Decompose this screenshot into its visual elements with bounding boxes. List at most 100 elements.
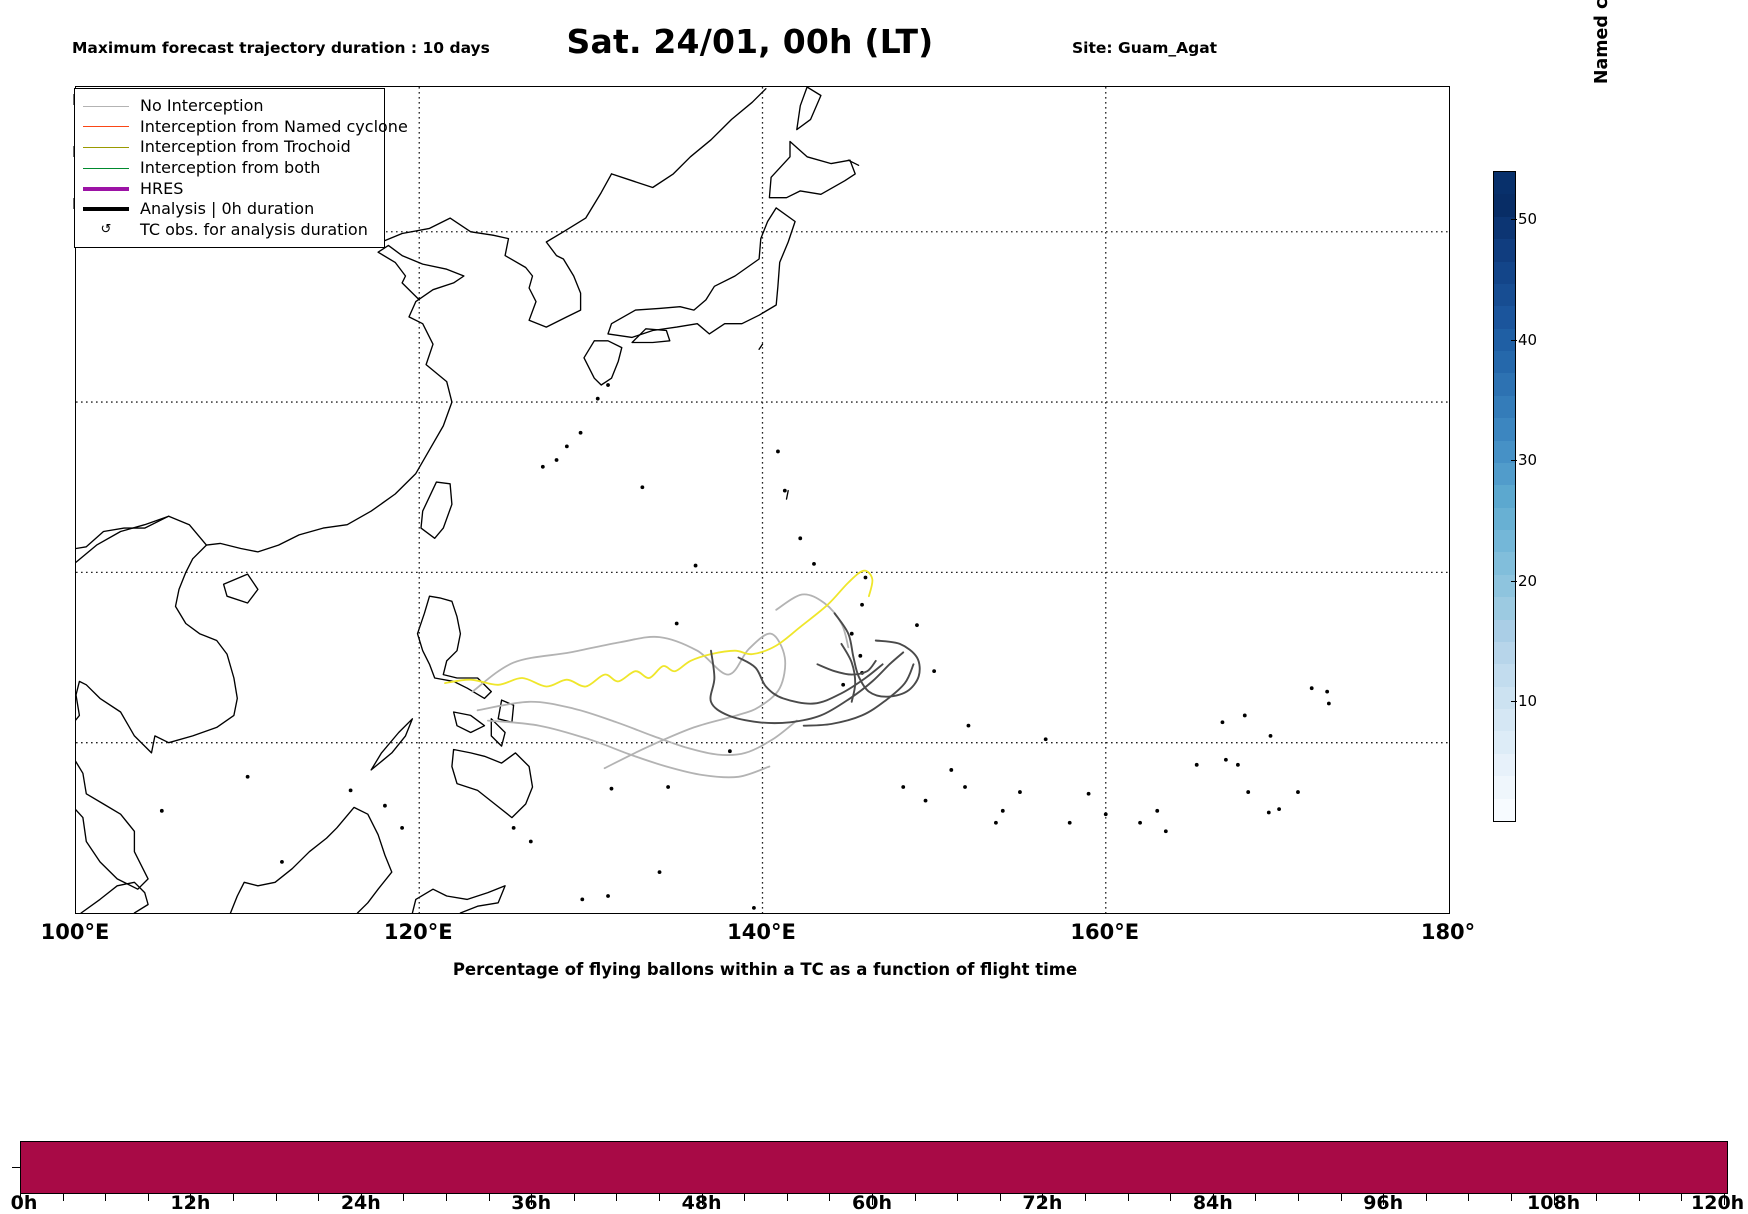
legend-item-4[interactable]: HRES: [81, 178, 376, 199]
colorbar-segment: [1494, 440, 1515, 463]
time-minor-tick: [957, 1194, 959, 1201]
colorbar-segment: [1494, 306, 1515, 329]
time-major-tick: [1383, 1194, 1385, 1205]
header-right-line-0: Site: Guam_Agat: [1072, 38, 1218, 57]
time-minor-tick: [1085, 1194, 1086, 1201]
page-title: Sat. 24/01, 00h (LT): [566, 22, 934, 61]
colorbar-segment: [1494, 485, 1515, 508]
percentage-bar-axis: [20, 1194, 1728, 1213]
colorbar-segment: [1494, 641, 1515, 665]
time-minor-tick: [829, 1194, 831, 1201]
legend-item-3[interactable]: Interception from both: [81, 158, 376, 179]
time-major-tick: [872, 1194, 873, 1205]
colorbar-tick-50: 50: [1510, 210, 1538, 229]
time-minor-tick: [1638, 1194, 1640, 1201]
time-minor-tick: [914, 1194, 916, 1201]
time-minor-tick: [659, 1194, 660, 1201]
colorbar-segment: [1494, 619, 1515, 642]
colorbar-segment: [1494, 261, 1515, 284]
line-swatch-black: [81, 207, 131, 212]
time-tick-48h: 48h: [681, 1192, 722, 1214]
colorbar-gradient: [1493, 171, 1516, 822]
colorbar-segment: [1494, 239, 1515, 262]
legend-item-label: TC obs. for analysis duration: [140, 219, 368, 239]
colorbar-segment: [1494, 574, 1515, 598]
line-swatch-grey: [81, 105, 131, 107]
legend-item-5[interactable]: Analysis | 0h duration: [81, 199, 376, 220]
header-left-line-0: Maximum forecast trajectory duration : 1…: [72, 38, 490, 57]
time-minor-tick: [105, 1194, 107, 1201]
colorbar-segment: [1494, 709, 1515, 732]
colorbar-tick-30: 30: [1510, 451, 1538, 470]
longitude-tick-180°: 180°: [1420, 920, 1476, 944]
time-minor-tick: [233, 1194, 234, 1201]
colorbar-title: Named cyclones forecast - Number of EPS …: [1584, 0, 1620, 152]
line-swatch-purple: [81, 186, 131, 191]
legend-item-label: Interception from Trochoid: [140, 137, 351, 157]
time-minor-tick: [1170, 1194, 1172, 1201]
colorbar-segment: [1494, 686, 1515, 709]
time-minor-tick: [1255, 1194, 1257, 1201]
time-minor-tick: [999, 1194, 1001, 1201]
legend-item-0[interactable]: No Interception: [81, 96, 376, 117]
time-minor-tick: [786, 1194, 788, 1201]
time-major-tick: [1553, 1194, 1555, 1205]
time-minor-tick: [616, 1194, 618, 1201]
time-minor-tick: [1127, 1194, 1129, 1201]
percentage-bar-track[interactable]: [20, 1141, 1728, 1194]
longitude-tick-120°E: 120°E: [383, 920, 453, 944]
time-major-tick: [1724, 1194, 1725, 1205]
time-minor-tick: [488, 1194, 490, 1201]
colorbar-segment: [1494, 283, 1515, 307]
time-major-tick: [1212, 1194, 1214, 1205]
colorbar-segment: [1494, 462, 1515, 486]
longitude-tick-100°E: 100°E: [40, 920, 110, 944]
colorbar-segment: [1494, 194, 1515, 217]
legend-item-6[interactable]: ↺ TC obs. for analysis duration: [81, 220, 376, 241]
colorbar-segment: [1494, 597, 1515, 620]
colorbar-segment: [1494, 798, 1515, 821]
colorbar-segment: [1494, 216, 1515, 240]
colorbar-tick-40: 40: [1510, 330, 1538, 349]
percentage-bar-title: Percentage of flying ballons within a TC…: [452, 960, 1078, 979]
legend-item-label: No Interception: [140, 96, 264, 116]
time-minor-tick: [1425, 1194, 1427, 1201]
line-swatch-olive: [81, 146, 131, 148]
line-swatch-green: [81, 167, 131, 169]
time-minor-tick: [573, 1194, 575, 1201]
time-minor-tick: [744, 1194, 746, 1201]
percentage-bar-fill: [21, 1142, 1727, 1193]
colorbar-segment: [1494, 507, 1515, 530]
colorbar-segment: [1494, 418, 1515, 441]
time-minor-tick: [318, 1194, 320, 1201]
time-major-tick: [360, 1194, 362, 1205]
time-minor-tick: [147, 1194, 149, 1201]
legend-item-1[interactable]: Interception from Named cyclone: [81, 117, 408, 138]
time-minor-tick: [275, 1194, 277, 1201]
time-major-tick: [531, 1194, 533, 1205]
time-major-tick: [20, 1194, 21, 1205]
colorbar-segment: [1494, 328, 1515, 351]
colorbar-tick-20: 20: [1510, 571, 1538, 590]
time-minor-tick: [1596, 1194, 1598, 1201]
colorbar-segment: [1494, 395, 1515, 419]
legend-item-label: Analysis | 0h duration: [140, 199, 315, 219]
colorbar-segment: [1494, 664, 1515, 687]
legend-item-2[interactable]: Interception from Trochoid: [81, 137, 376, 158]
colorbar-tick-10: 10: [1510, 692, 1538, 711]
time-tick-24h: 24h: [340, 1192, 381, 1214]
time-minor-tick: [446, 1194, 447, 1201]
time-tick-12h: 12h: [170, 1192, 211, 1214]
percentage-bar-y-tick: [12, 1167, 21, 1168]
time-minor-tick: [1340, 1194, 1342, 1201]
time-minor-tick: [1468, 1194, 1470, 1201]
time-minor-tick: [62, 1194, 64, 1201]
time-minor-tick: [1511, 1194, 1512, 1201]
time-minor-tick: [403, 1194, 405, 1201]
legend-item-label: HRES: [140, 178, 184, 198]
time-major-tick: [1042, 1194, 1044, 1205]
longitude-tick-140°E: 140°E: [727, 920, 796, 944]
map-legend[interactable]: No Interception Interception from Named c…: [74, 88, 408, 249]
legend-item-label: Interception from both: [140, 158, 321, 178]
colorbar-segment: [1494, 731, 1515, 754]
